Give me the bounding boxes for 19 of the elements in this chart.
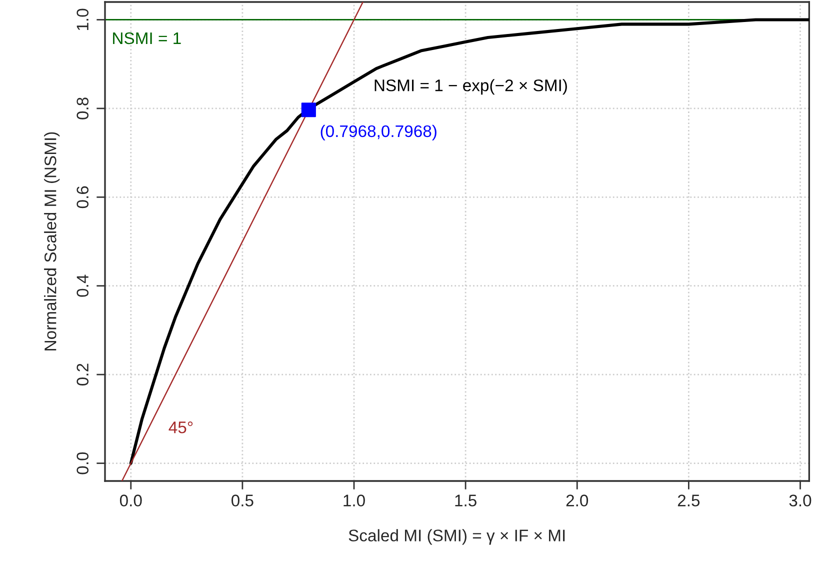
x-tick-label: 2.0 xyxy=(566,494,588,506)
x-tick-label: 1.5 xyxy=(455,494,476,506)
x-tick-label: 2.5 xyxy=(678,494,700,506)
x-axis-title: Scaled MI (SMI) = γ × IF × MI xyxy=(348,529,565,545)
annotation: 45° xyxy=(168,421,193,434)
y-tick-label: 0.8 xyxy=(76,98,89,120)
ref-line-label: NSMI = 1 xyxy=(113,32,181,44)
x-tick-label: 1.0 xyxy=(344,494,365,506)
x-tick-label: 0.0 xyxy=(120,494,142,506)
y-tick-label: 1.0 xyxy=(76,8,89,30)
y-axis-title: Normalized Scaled MI (NSMI) xyxy=(44,132,60,350)
y-tick-label: 0.6 xyxy=(76,186,89,208)
y-tick-label: 0.0 xyxy=(76,452,89,474)
x-tick-label: 0.5 xyxy=(232,494,254,506)
annotation: (0.7968,0.7968) xyxy=(320,124,436,140)
y-tick-label: 0.2 xyxy=(76,364,89,386)
x-tick-label: 3.0 xyxy=(789,494,812,506)
y-tick-label: 0.4 xyxy=(76,274,89,297)
annotation: NSMI = 1 − exp(−2 × SMI) xyxy=(374,79,567,95)
